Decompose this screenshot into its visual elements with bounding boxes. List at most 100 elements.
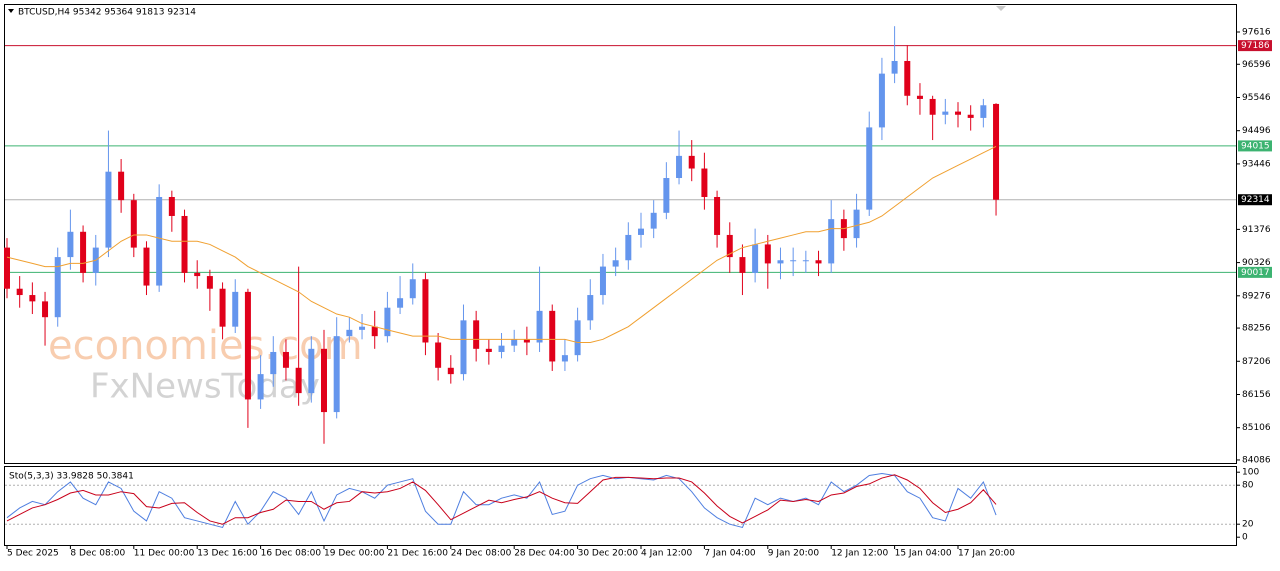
candle-body: [181, 215, 188, 273]
x-tick-label: 19 Dec 00:00: [324, 549, 385, 559]
moving-average: [6, 145, 997, 343]
y-tick-label: 80: [1242, 481, 1254, 491]
candle-body: [282, 351, 289, 368]
x-tick-label: 8 Dec 08:00: [70, 549, 125, 559]
y-tick-label: 100: [1242, 468, 1259, 478]
candle-body: [764, 244, 771, 264]
x-tick-label: 13 Dec 16:00: [197, 549, 258, 559]
candle-body: [359, 326, 366, 330]
candle-body: [435, 342, 442, 368]
candle-body: [777, 260, 784, 264]
candle-body: [80, 231, 87, 273]
candle-body: [688, 155, 695, 169]
x-tick-label: 21 Dec 16:00: [387, 549, 448, 559]
candle-body: [790, 260, 797, 262]
candle-body: [752, 244, 759, 273]
candle-body: [815, 260, 822, 264]
candle-body: [853, 209, 860, 239]
level-label: 94015: [1241, 141, 1270, 151]
candle-body: [42, 301, 49, 318]
main-pane: [4, 4, 1237, 464]
candle-body: [4, 247, 10, 289]
candle-body: [270, 351, 277, 375]
candle-body: [916, 95, 923, 99]
candle-body: [321, 348, 327, 413]
candle-body: [130, 200, 137, 248]
candle-body: [587, 295, 594, 321]
candle-body: [16, 288, 23, 296]
candle-body: [67, 231, 74, 258]
candle-body: [638, 228, 644, 235]
stoch-pane: [4, 466, 1237, 546]
x-tick-label: 28 Dec 04:00: [514, 549, 575, 559]
candle-body: [333, 336, 340, 413]
candle-body: [485, 348, 492, 352]
candle-body: [54, 257, 61, 318]
candle-body: [993, 103, 1000, 200]
candle-body: [346, 329, 353, 337]
candle-body: [676, 155, 683, 179]
x-tick-label: 7 Jan 04:00: [704, 549, 756, 559]
candle-body: [143, 247, 150, 286]
candle-body: [828, 219, 835, 264]
level-label-bg: [1238, 266, 1272, 278]
candle-body: [904, 60, 911, 96]
y-tick-label: 89276: [1242, 291, 1271, 301]
y-tick-label: 97616: [1242, 28, 1271, 38]
x-tick-label: 4 Jan 12:00: [641, 549, 693, 559]
stoch-line: [6, 472, 997, 529]
candle-body: [536, 310, 543, 343]
candle-body: [397, 298, 404, 308]
candle-body: [308, 348, 315, 394]
y-tick-label: 94496: [1242, 126, 1271, 136]
candle-body: [511, 339, 518, 346]
candle-body: [650, 212, 657, 229]
candle-body: [980, 105, 987, 118]
candle-body: [955, 111, 961, 115]
candle-body: [194, 272, 201, 277]
candle-body: [105, 171, 112, 248]
level-label: 90017: [1241, 268, 1270, 278]
candle-body: [156, 196, 163, 286]
candle-body: [878, 73, 885, 128]
candle-body: [384, 307, 391, 337]
candle-body: [612, 260, 619, 267]
candle-body: [561, 355, 568, 362]
candle-body: [663, 178, 670, 213]
level-label-bg: [1238, 140, 1272, 152]
x-tick-label: 11 Dec 00:00: [134, 549, 195, 559]
candle-body: [942, 111, 949, 115]
candle-body: [891, 60, 898, 74]
shift-marker: [996, 6, 1006, 11]
candle-body: [232, 291, 239, 327]
x-tick-label: 24 Dec 08:00: [451, 549, 512, 559]
y-tick-label: 87206: [1242, 357, 1271, 367]
stoch-label: Sto(5,3,3) 33.9828 50.3841: [9, 472, 134, 482]
candle-body: [523, 339, 530, 343]
candle-body: [726, 234, 733, 258]
candle-body: [295, 367, 302, 394]
candle-body: [549, 310, 556, 362]
candle-body: [168, 196, 175, 216]
level-label: 97186: [1241, 41, 1270, 51]
x-tick-label: 12 Jan 12:00: [831, 549, 888, 559]
menu-arrow[interactable]: [8, 9, 14, 13]
candle-body: [599, 266, 606, 296]
x-tick-label: 15 Jan 04:00: [895, 549, 952, 559]
candle-body: [625, 234, 632, 261]
y-tick-label: 91376: [1242, 225, 1271, 235]
candle-body: [498, 345, 505, 352]
candle-body: [447, 367, 454, 375]
x-tick-label: 5 Dec 2025: [7, 549, 59, 559]
y-tick-label: 0: [1242, 533, 1248, 543]
level-label: 92314: [1241, 195, 1270, 205]
candle-body: [257, 374, 264, 400]
candle-body: [206, 276, 213, 289]
y-tick-label: 95546: [1242, 93, 1271, 103]
candle-body: [422, 279, 429, 343]
x-tick-label: 16 Dec 08:00: [261, 549, 322, 559]
level-label-bg: [1238, 40, 1272, 52]
y-tick-label: 88256: [1242, 324, 1271, 334]
